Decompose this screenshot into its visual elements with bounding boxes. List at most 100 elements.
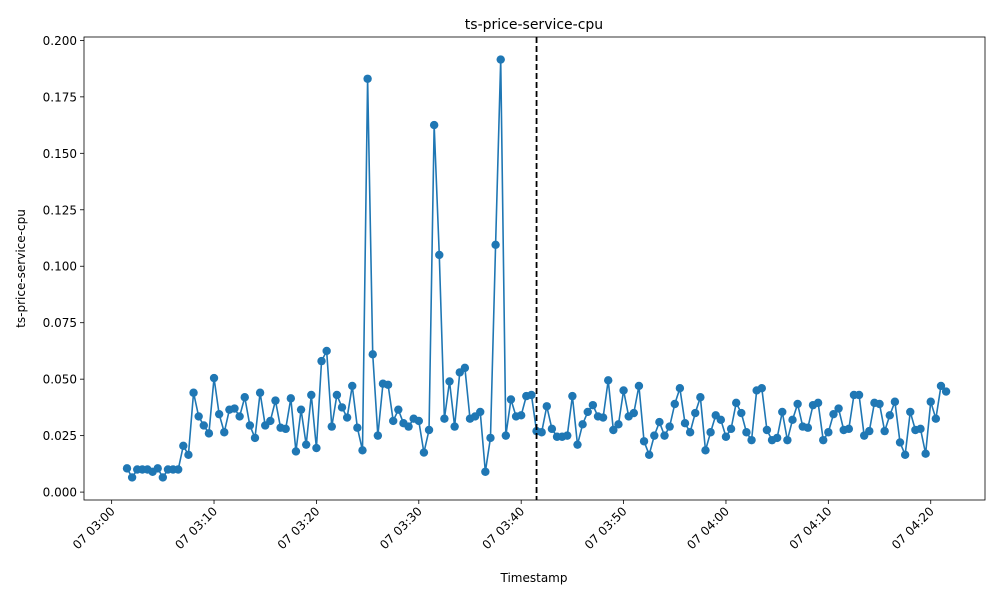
data-point xyxy=(614,420,623,429)
data-point xyxy=(895,438,905,447)
data-point xyxy=(701,446,710,455)
y-tick-label: 0.125 xyxy=(43,203,77,217)
data-point xyxy=(573,440,582,449)
data-point xyxy=(865,426,874,436)
y-axis: 0.000 0.025 0.050 0.075 0.100 0.125 0.150 0.175… xyxy=(43,34,84,500)
data-point xyxy=(854,390,864,400)
data-point xyxy=(337,403,347,412)
data-point xyxy=(271,396,280,405)
data-point xyxy=(926,397,935,406)
data-point xyxy=(491,240,500,249)
data-point xyxy=(737,408,746,418)
data-point xyxy=(322,346,331,356)
data-point xyxy=(158,473,168,482)
data-point xyxy=(609,425,618,435)
x-tick-label: 07 04:20 xyxy=(889,504,937,552)
data-point xyxy=(890,397,900,406)
data-point xyxy=(655,417,664,427)
data-point xyxy=(726,424,736,434)
data-point xyxy=(153,464,162,473)
x-tick-label: 07 03:30 xyxy=(377,504,425,552)
data-point xyxy=(793,399,802,409)
data-point xyxy=(204,429,214,438)
data-point xyxy=(486,433,495,443)
data-point xyxy=(696,393,705,402)
data-point xyxy=(184,450,193,460)
data-point xyxy=(762,425,772,435)
data-point xyxy=(307,390,316,400)
data-point xyxy=(476,407,485,417)
data-point xyxy=(429,120,439,130)
data-point xyxy=(373,431,383,440)
data-point xyxy=(742,428,751,437)
data-point xyxy=(240,393,249,402)
data-point xyxy=(445,377,454,386)
y-tick-label: 0.150 xyxy=(43,147,77,161)
data-point xyxy=(588,400,598,410)
data-point xyxy=(389,416,398,426)
x-tick-label: 07 04:10 xyxy=(787,504,835,552)
data-point xyxy=(506,395,516,404)
y-tick-label: 0.050 xyxy=(43,373,77,387)
data-point xyxy=(450,422,459,431)
data-point xyxy=(691,408,700,418)
data-point xyxy=(348,381,357,391)
data-point xyxy=(230,404,239,413)
data-point xyxy=(245,421,255,430)
data-point xyxy=(634,381,644,391)
data-point xyxy=(404,422,413,431)
y-tick-label: 0.175 xyxy=(43,90,77,104)
data-point xyxy=(527,390,536,400)
data-point xyxy=(481,467,490,476)
data-point xyxy=(214,409,224,419)
data-point xyxy=(834,404,843,413)
data-point xyxy=(209,373,219,383)
data-point xyxy=(501,431,511,440)
data-point xyxy=(327,422,336,431)
data-point xyxy=(547,424,557,434)
x-axis-label: Timestamp xyxy=(500,571,568,585)
data-point xyxy=(716,415,726,425)
data-point xyxy=(598,413,608,422)
data-point xyxy=(906,407,915,417)
data-point xyxy=(301,440,311,449)
x-tick-label: 07 03:10 xyxy=(172,504,220,552)
data-point xyxy=(578,420,587,429)
chart-title: ts-price-service-cpu xyxy=(465,17,603,33)
data-point xyxy=(368,350,377,359)
data-point xyxy=(875,399,884,409)
y-tick-label: 0.100 xyxy=(43,260,77,274)
data-point xyxy=(281,424,290,434)
data-point xyxy=(885,411,894,420)
data-point xyxy=(660,431,669,440)
data-point xyxy=(680,419,690,428)
plot-frame xyxy=(83,36,986,501)
data-point xyxy=(189,388,198,397)
data-point xyxy=(122,464,132,473)
data-point xyxy=(542,402,551,411)
data-point xyxy=(639,437,649,446)
data-point xyxy=(788,415,797,425)
data-point xyxy=(721,432,731,441)
data-point xyxy=(220,428,229,437)
data-point xyxy=(414,416,423,426)
data-point xyxy=(235,412,244,421)
data-point xyxy=(824,428,833,437)
data-point xyxy=(670,399,679,409)
data-point xyxy=(778,407,787,417)
data-point xyxy=(266,416,275,426)
data-point xyxy=(941,387,951,396)
x-tick-label: 07 03:20 xyxy=(275,504,323,552)
data-point xyxy=(706,428,715,437)
data-point xyxy=(296,405,306,414)
data-point xyxy=(732,398,741,408)
y-tick-label: 0.200 xyxy=(43,34,77,48)
data-point xyxy=(644,450,654,460)
data-point xyxy=(286,394,296,403)
data-point xyxy=(931,414,941,423)
y-tick-label: 0.075 xyxy=(43,316,77,330)
data-point xyxy=(757,384,766,393)
y-tick-label: 0.025 xyxy=(43,429,77,443)
data-point xyxy=(199,421,208,430)
